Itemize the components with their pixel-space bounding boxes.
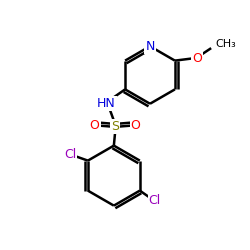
Text: O: O: [131, 119, 140, 132]
Text: CH₃: CH₃: [215, 39, 236, 50]
Text: N: N: [145, 40, 155, 53]
Text: O: O: [192, 52, 202, 64]
Text: Cl: Cl: [149, 194, 161, 207]
Text: O: O: [90, 119, 100, 132]
Text: Cl: Cl: [64, 148, 76, 161]
Text: HN: HN: [97, 97, 116, 110]
Text: S: S: [111, 120, 119, 134]
